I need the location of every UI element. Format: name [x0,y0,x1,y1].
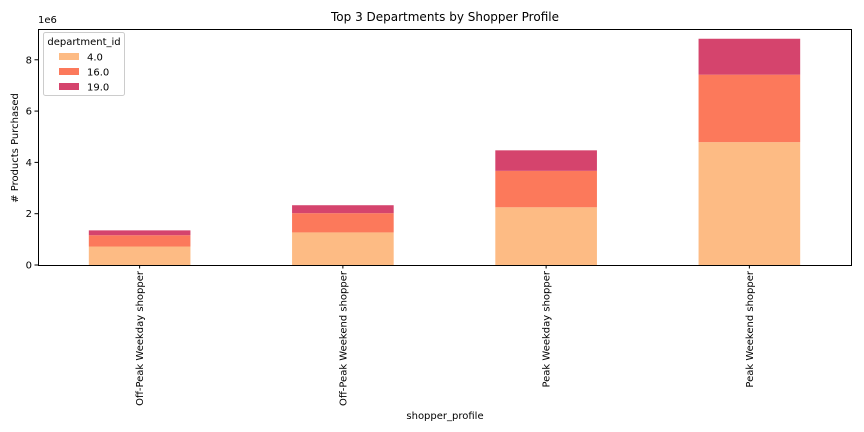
bar-segment [292,232,394,265]
bar-segment [88,246,191,265]
y-tick-label: 8 [26,55,32,66]
legend: department_id 4.0 16.0 19.0 [43,32,125,96]
bar-segment [88,230,191,236]
x-tick-label: Off-Peak Weekend shopper [338,270,349,406]
y-multiplier-label: 1e6 [38,15,57,26]
chart-title: Top 3 Departments by Shopper Profile [330,10,559,24]
legend-box [43,32,125,96]
bar-segment [698,38,801,75]
y-tick-label: 4 [26,158,32,169]
bar-segment [495,150,597,171]
legend-items: 4.0 16.0 19.0 [59,53,109,94]
x-tick-label: Off-Peak Weekday shopper [135,270,146,406]
legend-label: 4.0 [87,53,103,64]
plot-frame [38,29,852,266]
x-ticks: Off-Peak Weekday shopper Off-Peak Weekend… [135,265,756,406]
legend-title: department_id [47,37,120,48]
y-tick-label: 0 [26,261,32,272]
y-axis-label: # Products Purchased [10,93,21,203]
bar-segment [495,207,597,265]
y-tick-label: 6 [26,107,32,118]
bar-segment [88,235,191,247]
bar-segment [292,213,394,233]
y-ticks: 0 2 4 6 8 [26,55,38,272]
x-tick-label: Peak Weekend shopper [745,270,756,387]
legend-swatch [59,53,79,60]
bar-segment [698,74,801,143]
x-tick-label: Peak Weekday shopper [542,270,553,387]
bar-segment [495,170,597,208]
bar-segment [292,205,394,214]
x-axis-label: shopper_profile [406,411,483,422]
bars-layer [88,38,801,265]
legend-swatch [59,83,79,90]
legend-swatch [59,68,79,75]
y-tick-label: 2 [26,209,32,220]
legend-label: 16.0 [87,68,109,79]
bar-segment [698,142,801,265]
legend-label: 19.0 [87,83,109,94]
